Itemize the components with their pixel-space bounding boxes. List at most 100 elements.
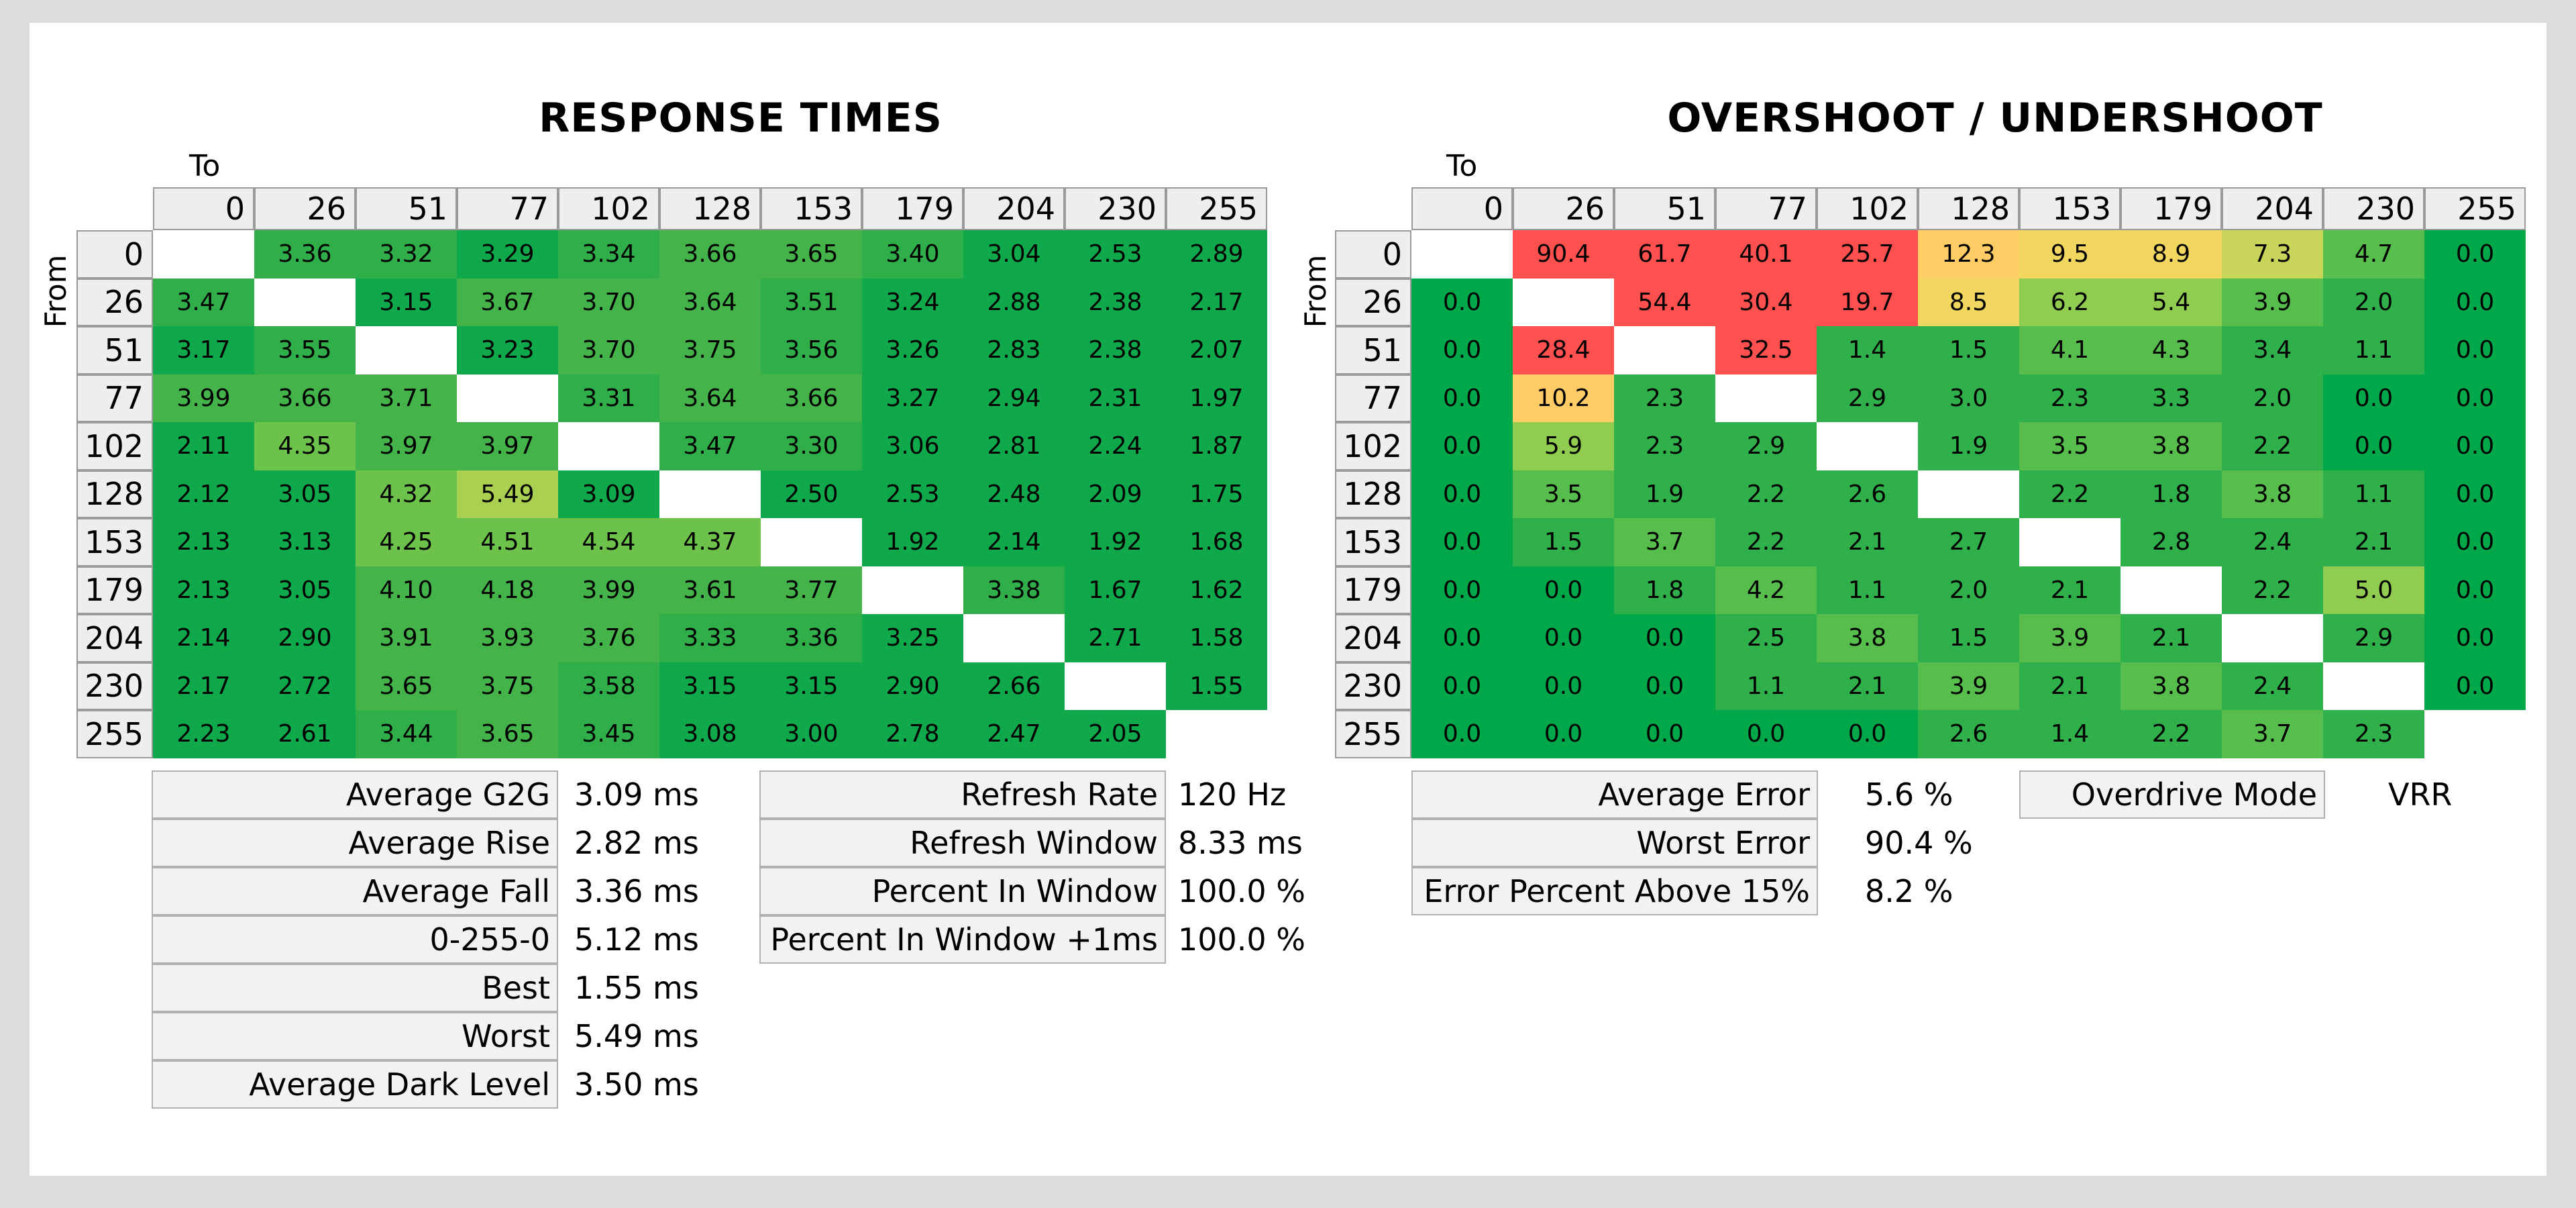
- row-header: 102: [1335, 422, 1411, 470]
- heatmap-cell: [1918, 470, 2019, 518]
- heatmap-cell: 0.0: [2424, 614, 2526, 662]
- heatmap-cell: 3.27: [862, 374, 963, 422]
- stat-value: 90.4 %: [1865, 825, 1973, 861]
- column-header: 77: [1715, 187, 1817, 230]
- column-header: 26: [254, 187, 356, 230]
- heatmap-cell: 3.91: [356, 614, 457, 662]
- heatmap-cell: 3.70: [558, 326, 659, 374]
- stat-value: 100.0 %: [1178, 873, 1306, 909]
- heatmap-cell: 3.05: [254, 566, 356, 614]
- overshoot-from-label: From: [1299, 254, 1333, 328]
- heatmap-cell: 3.40: [862, 230, 963, 279]
- heatmap-cell: 8.5: [1918, 278, 2019, 326]
- heatmap-cell: 3.04: [963, 230, 1065, 279]
- heatmap-cell: [1513, 278, 1614, 326]
- heatmap-cell: 25.7: [1817, 230, 1918, 279]
- stat-value: 5.12 ms: [574, 921, 699, 958]
- heatmap-cell: 5.49: [457, 470, 558, 518]
- heatmap-cell: [963, 614, 1065, 662]
- stat-value: 3.09 ms: [574, 776, 699, 813]
- heatmap-cell: 3.23: [457, 326, 558, 374]
- heatmap-cell: 3.33: [659, 614, 761, 662]
- heatmap-cell: 0.0: [1411, 518, 1513, 566]
- heatmap-cell: 2.0: [1918, 566, 2019, 614]
- heatmap-cell: 2.9: [2323, 614, 2424, 662]
- heatmap-cell: 1.1: [1817, 566, 1918, 614]
- heatmap-cell: 2.94: [963, 374, 1065, 422]
- heatmap-cell: 4.25: [356, 518, 457, 566]
- heatmap-cell: 2.17: [1166, 278, 1267, 326]
- heatmap-cell: 2.1: [2019, 566, 2121, 614]
- heatmap-cell: 3.8: [2121, 662, 2222, 710]
- heatmap-cell: 0.0: [1411, 710, 1513, 758]
- heatmap-cell: 3.4: [2222, 326, 2323, 374]
- heatmap-cell: 3.38: [963, 566, 1065, 614]
- heatmap-cell: 0.0: [1715, 710, 1817, 758]
- heatmap-cell: [2222, 614, 2323, 662]
- heatmap-cell: 2.09: [1065, 470, 1166, 518]
- response-times-heatmap: 0 26 51 77 102 128 153 179 204 230 255 0 3.36 3.32 3.2…: [76, 187, 1267, 758]
- heatmap-cell: 4.2: [1715, 566, 1817, 614]
- stat-label: Average Error: [1411, 770, 1818, 819]
- heatmap-cell: 3.64: [659, 374, 761, 422]
- heatmap-cell: 1.97: [1166, 374, 1267, 422]
- heatmap-cell: 2.2: [1715, 518, 1817, 566]
- heatmap-cell: 1.4: [1817, 326, 1918, 374]
- stat-value: 120 Hz: [1178, 776, 1287, 813]
- heatmap-cell: 3.05: [254, 470, 356, 518]
- heatmap-cell: 2.24: [1065, 422, 1166, 470]
- heatmap-cell: [356, 326, 457, 374]
- row-header: 128: [76, 470, 153, 518]
- heatmap-cell: 2.7: [1918, 518, 2019, 566]
- stat-value: 5.6 %: [1865, 776, 1953, 813]
- stat-value: 8.2 %: [1865, 873, 1953, 909]
- heatmap-cell: 0.0: [2424, 518, 2526, 566]
- column-header: 102: [558, 187, 659, 230]
- column-header: 102: [1817, 187, 1918, 230]
- heatmap-cell: 1.68: [1166, 518, 1267, 566]
- heatmap-cell: [1817, 422, 1918, 470]
- heatmap-cell: 2.66: [963, 662, 1065, 710]
- heatmap-cell: 0.0: [2424, 662, 2526, 710]
- heatmap-cell: 3.51: [761, 278, 862, 326]
- heatmap-cell: 4.18: [457, 566, 558, 614]
- heatmap-cell: 3.17: [153, 326, 254, 374]
- heatmap-cell: 3.8: [1817, 614, 1918, 662]
- heatmap-cell: 2.38: [1065, 326, 1166, 374]
- heatmap-cell: 2.12: [153, 470, 254, 518]
- heatmap-cell: [2323, 662, 2424, 710]
- heatmap-cell: 3.58: [558, 662, 659, 710]
- column-header: 51: [356, 187, 457, 230]
- row-header: 51: [1335, 326, 1411, 374]
- heatmap-cell: [1411, 230, 1513, 279]
- heatmap-cell: 3.47: [659, 422, 761, 470]
- stat-label: Refresh Window: [759, 819, 1166, 867]
- heatmap-cell: 3.06: [862, 422, 963, 470]
- heatmap-cell: 1.67: [1065, 566, 1166, 614]
- heatmap-cell: 2.13: [153, 566, 254, 614]
- heatmap-cell: 3.8: [2222, 470, 2323, 518]
- heatmap-cell: 2.4: [2222, 518, 2323, 566]
- heatmap-cell: 2.81: [963, 422, 1065, 470]
- heatmap-cell: [2121, 566, 2222, 614]
- heatmap-cell: 90.4: [1513, 230, 1614, 279]
- heatmap-cell: 0.0: [1513, 662, 1614, 710]
- column-header: 255: [1166, 187, 1267, 230]
- column-header: 230: [2323, 187, 2424, 230]
- heatmap-cell: 0.0: [2323, 422, 2424, 470]
- heatmap-cell: 1.92: [862, 518, 963, 566]
- heatmap-cell: 3.47: [153, 278, 254, 326]
- heatmap-cell: 3.44: [356, 710, 457, 758]
- heatmap-cell: 3.66: [761, 374, 862, 422]
- heatmap-cell: 2.14: [963, 518, 1065, 566]
- heatmap-cell: 3.65: [356, 662, 457, 710]
- heatmap-cell: 28.4: [1513, 326, 1614, 374]
- heatmap-cell: 3.76: [558, 614, 659, 662]
- stat-label: Percent In Window: [759, 867, 1166, 915]
- heatmap-cell: 0.0: [1411, 326, 1513, 374]
- stat-label: Overdrive Mode: [2019, 770, 2325, 819]
- heatmap-cell: 19.7: [1817, 278, 1918, 326]
- heatmap-cell: 3.56: [761, 326, 862, 374]
- heatmap-cell: 4.37: [659, 518, 761, 566]
- heatmap-cell: 0.0: [2424, 326, 2526, 374]
